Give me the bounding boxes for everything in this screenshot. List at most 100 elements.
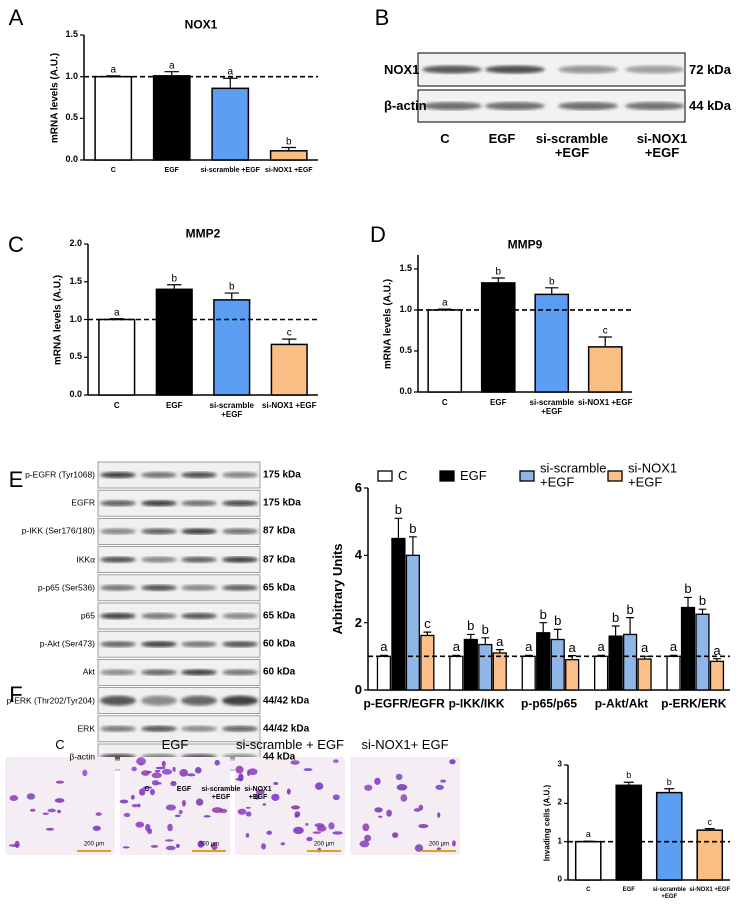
significance-letter: b [548, 276, 555, 288]
cell [92, 825, 101, 831]
cell [181, 799, 186, 807]
bar [98, 318, 136, 396]
blot-band [222, 556, 258, 563]
significance-letter: c [286, 327, 292, 339]
cell [194, 767, 202, 774]
y-tick-label: 0.0 [399, 386, 412, 397]
y-axis-label: mRNA levels (A.U.) [382, 278, 394, 369]
legend-swatch [439, 470, 455, 482]
bar [213, 299, 251, 396]
significance-letter: b [611, 609, 620, 625]
y-tick-label: 0.5 [399, 345, 412, 356]
error-bar [222, 77, 238, 89]
cell [273, 782, 279, 786]
cell [332, 794, 340, 801]
cell [435, 784, 444, 790]
significance-letter: a [441, 297, 448, 309]
cell [395, 773, 403, 781]
bar [420, 634, 435, 691]
cell [418, 823, 429, 829]
blot-band [181, 669, 217, 676]
blot-band [100, 613, 136, 619]
micrograph-label: EGF [161, 736, 189, 752]
bar [427, 309, 463, 393]
cell [55, 780, 65, 784]
blot-band [222, 695, 258, 706]
blot-band [422, 102, 482, 110]
chart-title: NOX1 [184, 17, 218, 32]
error-bar [282, 338, 297, 345]
blot-size: 44/42 kDa [263, 695, 310, 707]
bar [269, 150, 308, 161]
cell [237, 808, 247, 815]
cell [119, 799, 129, 804]
cell [147, 828, 153, 835]
y-tick-label: 1.0 [65, 70, 78, 81]
lane-label: C [144, 786, 150, 793]
significance-letter: a [713, 642, 721, 658]
cell [42, 812, 49, 815]
significance-letter: a [640, 640, 649, 656]
y-tick-label: 6 [354, 479, 362, 495]
cell [203, 815, 211, 818]
blot-size: 44 kDa [689, 97, 731, 113]
y-tick-label: 0.0 [69, 389, 82, 400]
blot-band [100, 695, 136, 706]
micrograph-label: C [55, 736, 65, 752]
cell [151, 772, 162, 779]
cell [286, 788, 291, 795]
significance-letter: a [227, 66, 234, 78]
bar [211, 87, 250, 161]
x-tick-label: si-NOX1 +EGF [264, 167, 313, 174]
panel-letter: E [8, 466, 24, 492]
bar [622, 633, 638, 691]
blot-label: p-Akt (Ser473) [39, 638, 95, 649]
bar [270, 343, 308, 396]
cell [378, 815, 383, 818]
blot-label: β-actin [69, 751, 95, 762]
cell [178, 809, 183, 815]
cell [179, 768, 189, 777]
legend-label: si-NOX1 +EGF [628, 460, 678, 490]
blot-band [222, 613, 258, 619]
blot-band [222, 669, 258, 676]
cell [374, 777, 381, 785]
blot-band [181, 556, 217, 563]
cell [151, 780, 160, 786]
cell [150, 788, 155, 796]
significance-letter: b [554, 613, 562, 629]
error-bar [167, 284, 182, 290]
cell [137, 803, 141, 808]
blot-band [422, 65, 482, 74]
cell [135, 821, 145, 828]
blot-size: 60 kDa [263, 638, 296, 650]
cell [26, 793, 36, 800]
y-tick-label: 1 [557, 836, 562, 846]
panel-letter: A [8, 4, 24, 30]
significance-letter: b [539, 606, 547, 622]
scale-bar-label: 200 µm [83, 841, 105, 848]
legend-label: si-scramble +EGF [540, 460, 607, 490]
cell [306, 836, 313, 842]
panel-letter: D [370, 221, 386, 247]
significance-letter: b [626, 601, 634, 617]
bar [695, 613, 710, 691]
blot-band [100, 584, 136, 591]
micrograph [5, 757, 115, 855]
y-axis-label: mRNA levels (A.U.) [49, 52, 61, 143]
blot-size: 175 kDa [263, 497, 301, 509]
blot-label: p-EGFR (Tyr1068) [25, 469, 95, 480]
y-tick-label: 0.0 [65, 154, 78, 165]
error-bar [394, 517, 403, 539]
x-tick-label: EGF [622, 887, 635, 893]
significance-letter: b [467, 618, 475, 634]
panel-letter: B [374, 4, 390, 30]
cell [418, 804, 424, 811]
chart-title: MMP2 [185, 226, 221, 241]
cell [332, 831, 343, 835]
blot-size: 44 kDa [263, 751, 296, 763]
cell [122, 846, 130, 849]
bar [478, 643, 493, 691]
legend-swatch [377, 470, 393, 482]
